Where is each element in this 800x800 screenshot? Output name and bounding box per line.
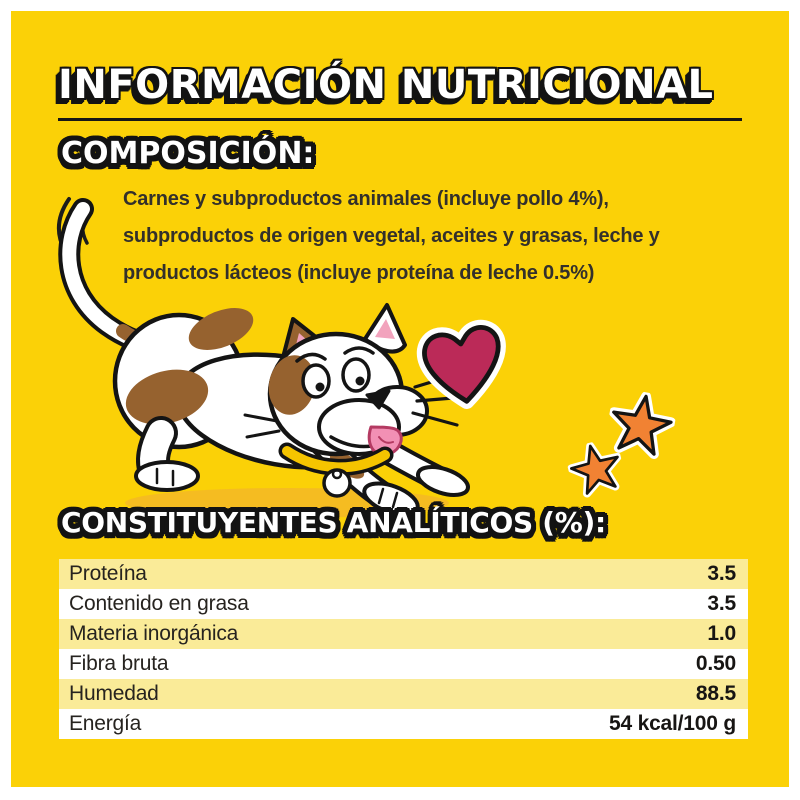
row-label: Humedad bbox=[69, 682, 159, 705]
row-label: Contenido en grasa bbox=[69, 592, 249, 615]
row-label: Fibra bruta bbox=[69, 652, 169, 675]
row-value: 1.0 bbox=[707, 622, 736, 645]
table-row: Fibra bruta 0.50 bbox=[59, 649, 748, 679]
row-value: 0.50 bbox=[695, 652, 736, 675]
row-value: 88.5 bbox=[695, 682, 736, 705]
composition-text: Carnes y subproductos animales (incluye … bbox=[123, 181, 763, 292]
cat-mascot-icon bbox=[57, 197, 471, 518]
heart-icon bbox=[416, 319, 506, 409]
table-row: Contenido en grasa 3.5 bbox=[59, 589, 748, 619]
nutrition-panel: INFORMACIÓN NUTRICIONAL COMPOSICIÓN: Car… bbox=[11, 11, 789, 787]
row-value: 3.5 bbox=[707, 592, 736, 615]
table-row: Proteína 3.5 bbox=[59, 559, 748, 589]
composition-line: subproductos de origen vegetal, aceites … bbox=[123, 225, 660, 247]
row-label: Proteína bbox=[69, 562, 147, 585]
title-underline bbox=[58, 118, 742, 121]
star-icon bbox=[608, 391, 676, 460]
row-value: 54 kcal/100 g bbox=[609, 712, 736, 735]
star-icon bbox=[567, 441, 622, 498]
row-label: Materia inorgánica bbox=[69, 622, 239, 645]
table-row: Materia inorgánica 1.0 bbox=[59, 619, 748, 649]
analytical-heading: CONSTITUYENTES ANALÍTICOS (%): bbox=[61, 506, 606, 539]
table-row: Humedad 88.5 bbox=[59, 679, 748, 709]
row-label: Energía bbox=[69, 712, 142, 735]
composition-heading: COMPOSICIÓN: bbox=[61, 136, 315, 171]
page-title: INFORMACIÓN NUTRICIONAL bbox=[58, 62, 714, 108]
table-row: Energía 54 kcal/100 g bbox=[59, 709, 748, 739]
composition-line: productos lácteos (incluye proteína de l… bbox=[123, 262, 595, 284]
composition-line: Carnes y subproductos animales (incluye … bbox=[123, 188, 609, 210]
row-value: 3.5 bbox=[707, 562, 736, 585]
analytical-table: Proteína 3.5 Contenido en grasa 3.5 Mate… bbox=[59, 559, 748, 739]
